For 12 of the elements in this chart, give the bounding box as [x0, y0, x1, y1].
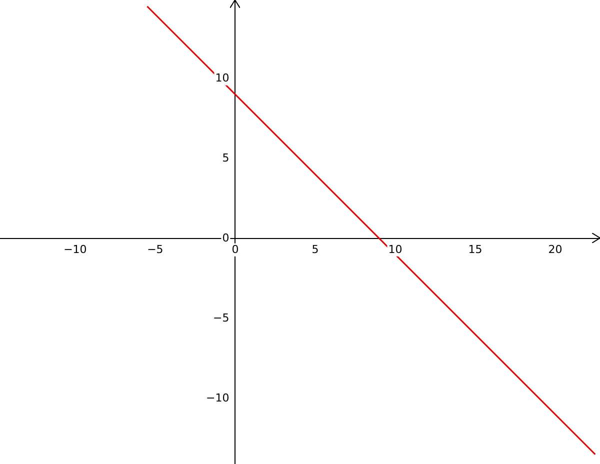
- y-tick-label: −5: [212, 311, 230, 324]
- x-tick-label: 15: [468, 242, 482, 256]
- y-tick-label: −10: [206, 391, 230, 404]
- x-tick-label: 0: [232, 242, 239, 256]
- y-tick-label: 5: [222, 151, 230, 164]
- y-tick-label: 10: [215, 71, 230, 84]
- x-tick-label: 20: [548, 242, 562, 256]
- x-tick-label: −10: [64, 242, 87, 256]
- x-tick-label: 10: [388, 242, 402, 256]
- x-tick-label: −5: [147, 242, 164, 256]
- x-tick-label: 5: [312, 242, 319, 256]
- y-tick-label: 0: [222, 231, 230, 244]
